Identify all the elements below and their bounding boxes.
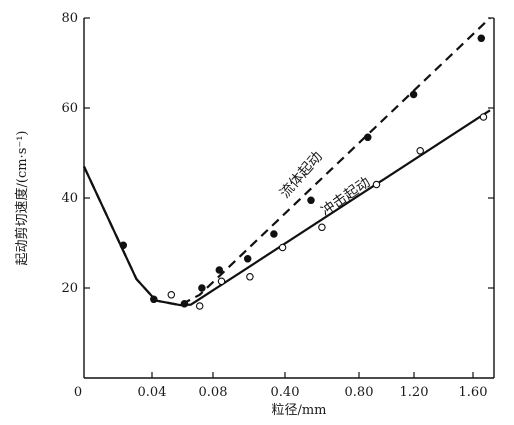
series-line-impact-start <box>83 109 491 307</box>
x-axis-title: 粒径/mm <box>271 403 326 418</box>
data-point-filled <box>119 241 128 250</box>
series-line-fluid-start <box>83 17 491 307</box>
x-tick-label: 0.04 <box>138 385 167 400</box>
x-tick-label: 0.40 <box>271 385 300 400</box>
x-tick-label: 1.20 <box>400 385 429 400</box>
data-point-filled <box>364 133 372 142</box>
data-point-open <box>217 277 226 286</box>
y-axis-title: 起动剪切速度/(cm·s⁻¹) <box>14 130 30 265</box>
data-point-filled <box>198 284 206 292</box>
data-point-open <box>195 302 204 310</box>
annotation-impact-start: 冲击起动 <box>318 174 373 219</box>
data-point-open <box>246 273 254 281</box>
y-tick-label: 40 <box>61 191 78 206</box>
chart-axes: 20 40 60 80 0 0.04 0.08 0.40 0.80 1.20 1.60 <box>61 11 495 400</box>
y-tick-label: 20 <box>61 281 78 296</box>
x-tick-label: 0.80 <box>345 385 374 400</box>
series-lines <box>83 17 491 307</box>
data-markers <box>119 34 488 310</box>
data-point-filled <box>215 266 224 274</box>
data-point-open <box>479 113 488 121</box>
annotation-fluid-start: 流体起动 <box>277 149 326 202</box>
data-point-filled <box>180 300 189 308</box>
x-tick-label: 1.60 <box>459 385 488 400</box>
data-point-filled <box>270 230 278 238</box>
data-point-open <box>278 243 287 252</box>
data-point-filled <box>307 196 315 205</box>
data-point-filled <box>243 255 252 263</box>
x-tick-label: 0 <box>74 385 82 400</box>
data-point-filled <box>477 34 486 43</box>
data-point-open <box>318 223 326 232</box>
data-point-filled <box>150 295 158 304</box>
data-point-open <box>372 180 381 189</box>
y-tick-label: 60 <box>61 101 78 116</box>
chart-labels: 起动剪切速度/(cm·s⁻¹) 粒径/mm 流体起动 冲击起动 <box>14 130 373 418</box>
x-tick-label: 0.08 <box>199 385 228 400</box>
data-point-filled <box>409 90 418 99</box>
data-point-open <box>167 291 176 299</box>
y-tick-label: 80 <box>61 11 78 26</box>
data-point-open <box>416 147 424 155</box>
